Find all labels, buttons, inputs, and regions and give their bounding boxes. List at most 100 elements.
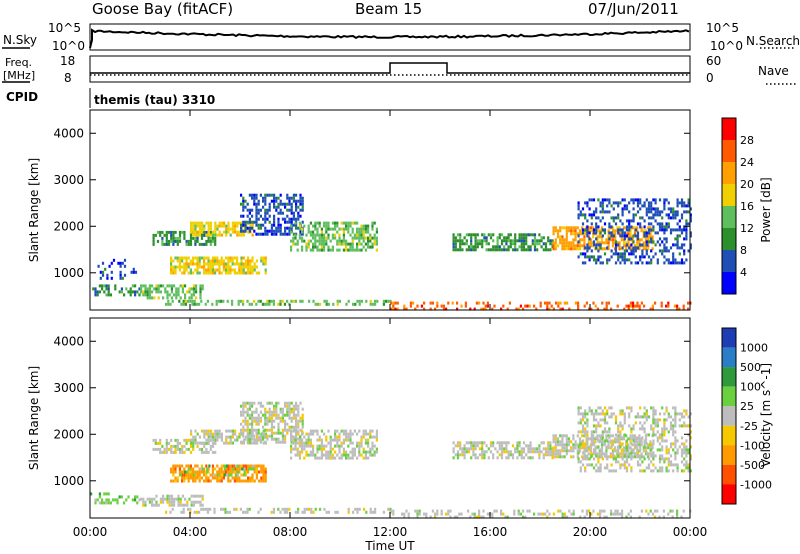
heatmap-cell — [525, 236, 528, 240]
heatmap-cell — [672, 252, 675, 256]
heatmap-cell — [645, 213, 648, 217]
heatmap-cell — [138, 287, 141, 291]
heatmap-cell — [251, 422, 254, 426]
heatmap-cell — [227, 262, 230, 266]
heatmap-cell — [498, 233, 501, 237]
heatmap-cell — [581, 424, 585, 428]
heatmap-cell — [177, 494, 180, 498]
heatmap-cell — [672, 433, 675, 437]
heatmap-cell — [628, 415, 631, 419]
heatmap-cell — [500, 441, 504, 445]
heatmap-cell — [220, 476, 223, 480]
heatmap-cell — [240, 265, 243, 269]
heatmap-cell — [227, 230, 230, 234]
heatmap-cell — [98, 290, 101, 294]
heatmap-cell — [199, 293, 202, 297]
heatmap-cell — [663, 246, 666, 250]
heatmap-cell — [586, 201, 589, 205]
heatmap-cell — [547, 444, 550, 448]
heatmap-cell — [217, 473, 220, 477]
heatmap-cell — [340, 239, 343, 243]
heatmap-cell — [177, 500, 180, 504]
heatmap-cell — [242, 434, 245, 438]
heatmap-cell — [454, 248, 457, 252]
heatmap-cell — [196, 473, 199, 477]
heatmap-cell — [482, 509, 485, 513]
heatmap-cell — [665, 427, 668, 431]
heatmap-cell — [119, 264, 122, 268]
heatmap-cell — [586, 421, 589, 425]
heatmap-cell — [643, 439, 646, 443]
heatmap-cell — [371, 510, 374, 514]
heatmap-cell — [342, 230, 345, 234]
heatmap-cell — [581, 213, 585, 217]
heatmap-cell — [176, 242, 179, 246]
heatmap-cell — [203, 450, 206, 454]
heatmap-cell — [577, 451, 580, 455]
heatmap-cell — [487, 242, 490, 246]
heatmap-cell — [586, 204, 589, 208]
heatmap-cell — [559, 307, 562, 311]
heatmap-cell — [148, 284, 151, 288]
heatmap-cell — [342, 438, 345, 442]
heatmap-cell — [266, 422, 269, 426]
heatmap-cell — [623, 207, 626, 211]
heatmap-cell — [579, 213, 582, 217]
heatmap-cell — [352, 302, 355, 306]
heatmap-cell — [262, 431, 265, 435]
heatmap-cell — [200, 236, 204, 240]
heatmap-cell — [592, 240, 596, 244]
heatmap-cell — [338, 299, 341, 303]
heatmap-cell — [500, 450, 504, 454]
heatmap-cell — [570, 455, 573, 459]
heatmap-cell — [674, 412, 677, 416]
heatmap-cell — [165, 236, 168, 240]
heatmap-cell — [572, 241, 575, 245]
heatmap-cell — [661, 216, 664, 220]
heatmap-cell — [610, 469, 613, 473]
heatmap-cell — [522, 509, 525, 513]
heatmap-cell — [538, 444, 541, 448]
heatmap-cell — [531, 233, 534, 237]
heatmap-cell — [605, 238, 608, 242]
heatmap-cell — [251, 268, 254, 272]
heatmap-cell — [292, 404, 295, 408]
heatmap-cell — [299, 401, 302, 405]
heatmap-cell — [319, 302, 322, 306]
heatmap-cell — [371, 245, 374, 249]
velocity-colorbar-label: Velocity [m s^-1] — [759, 363, 773, 467]
heatmap-cell — [290, 205, 293, 209]
heatmap-cell — [329, 248, 332, 252]
heatmap-cell — [527, 245, 530, 249]
heatmap-cell — [251, 437, 254, 441]
heatmap-cell — [463, 444, 466, 448]
heatmap-cell — [191, 299, 194, 303]
heatmap-cell — [614, 418, 618, 422]
heatmap-cell — [211, 259, 214, 263]
heatmap-cell — [162, 296, 165, 300]
heatmap-cell — [474, 456, 477, 460]
heatmap-cell — [183, 467, 186, 471]
heatmap-cell — [134, 290, 137, 294]
heatmap-cell — [242, 413, 245, 417]
heatmap-cell — [634, 421, 637, 425]
heatmap-cell — [570, 226, 573, 230]
heatmap-cell — [286, 407, 289, 411]
heatmap-cell — [178, 299, 181, 303]
heatmap-cell — [262, 437, 265, 441]
heatmap-cell — [597, 198, 600, 202]
heatmap-cell — [279, 299, 282, 303]
heatmap-cell — [262, 262, 265, 266]
heatmap-cell — [385, 299, 388, 303]
heatmap-cell — [674, 421, 677, 425]
heatmap-cell — [246, 410, 249, 414]
heatmap-cell — [170, 450, 173, 454]
heatmap-cell — [266, 437, 269, 441]
heatmap-cell — [645, 240, 648, 244]
heatmap-cell — [623, 415, 626, 419]
heatmap-cell — [270, 229, 273, 233]
heatmap-cell — [652, 427, 655, 431]
heatmap-cell — [647, 210, 651, 214]
heatmap-cell — [436, 512, 439, 516]
